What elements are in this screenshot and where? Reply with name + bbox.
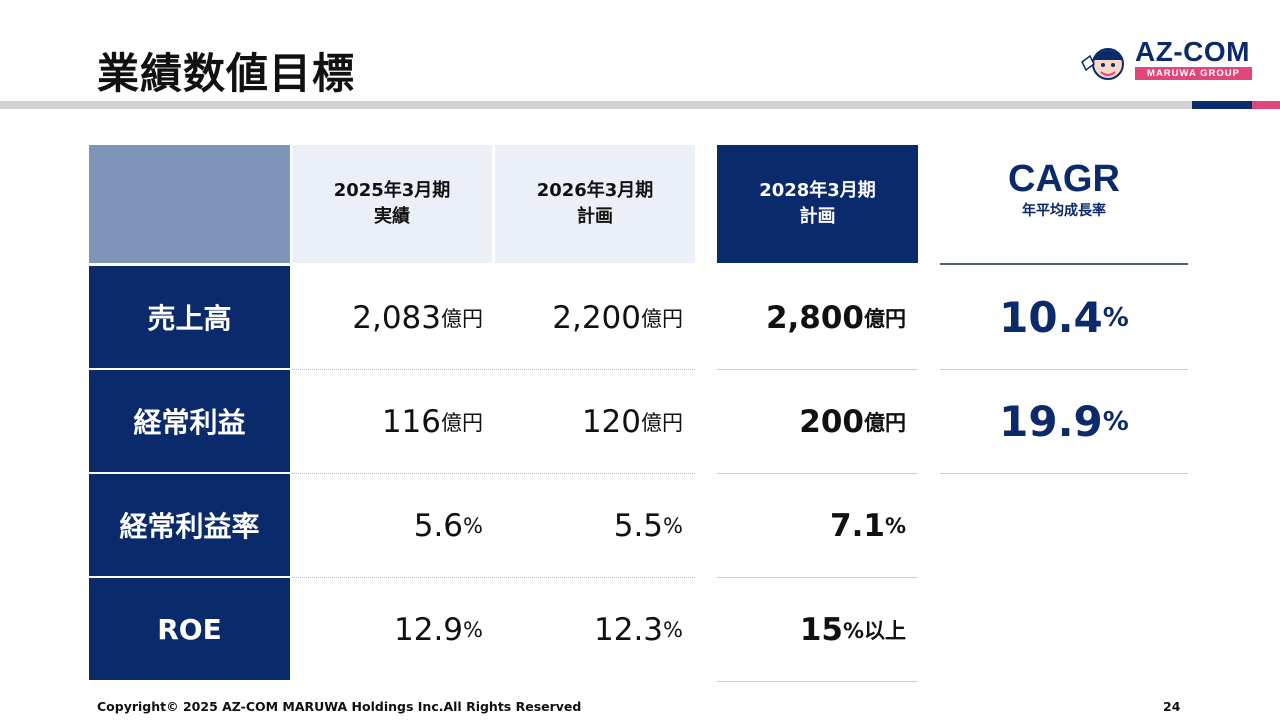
cagr-number: 19.9 xyxy=(999,397,1103,446)
value-number: 116 xyxy=(381,404,441,440)
cagr-divider xyxy=(940,263,1188,265)
mascot-icon xyxy=(1081,48,1124,80)
value-cell: 116 億円 xyxy=(292,370,495,474)
column-header-period: 2026年3月期 xyxy=(536,180,654,201)
row-header-roe: ROE xyxy=(89,578,290,680)
value-cell: 2,200 億円 xyxy=(495,266,695,370)
value-number: 2,200 xyxy=(552,300,641,336)
value-number: 2,083 xyxy=(352,300,441,336)
value-number: 5.5 xyxy=(613,508,664,544)
value-cell: 120 億円 xyxy=(495,370,695,474)
column-header-period: 2025年3月期 xyxy=(333,180,451,201)
logo-wordmark: AZ-COM xyxy=(1135,36,1250,67)
copyright-text: Copyright© 2025 AZ-COM MARUWA Holdings I… xyxy=(97,699,582,714)
value-cell-target: 200 億円 xyxy=(717,370,918,474)
row-header-ordinary-profit: 経常利益 xyxy=(89,370,290,472)
row-header-ordinary-margin: 経常利益率 xyxy=(89,474,290,576)
cagr-subtitle: 年平均成長率 xyxy=(1022,203,1106,219)
value-unit: %以上 xyxy=(842,618,906,643)
value-number: 12.3 xyxy=(594,612,664,648)
value-unit: % xyxy=(463,514,483,538)
column-header-type: 計画 xyxy=(799,206,836,227)
page-number: 24 xyxy=(1163,699,1181,714)
value-number: 12.9 xyxy=(394,612,464,648)
company-logo: AZ-COM MARUWA GROUP xyxy=(1080,36,1252,84)
value-cell-target: 15 %以上 xyxy=(717,578,918,682)
cagr-value-sales: 10.4% xyxy=(940,266,1188,370)
title-divider-accent-pink xyxy=(1252,101,1280,109)
value-cell-target: 2,800 億円 xyxy=(717,266,918,370)
page-title: 業績数値目標 xyxy=(97,49,356,98)
value-cell: 5.6% xyxy=(292,474,495,578)
value-unit: 億円 xyxy=(641,411,683,435)
column-header-fy2028: 2028年3月期 計画 xyxy=(717,145,918,263)
value-unit: 億円 xyxy=(441,411,483,435)
value-unit: % xyxy=(663,618,683,642)
value-number: 15 xyxy=(799,611,843,648)
value-unit: 億円 xyxy=(441,307,483,331)
cagr-value-ordinary-profit: 19.9% xyxy=(940,370,1188,474)
value-unit: % xyxy=(884,513,906,538)
value-unit: % xyxy=(663,514,683,538)
table-corner-cell xyxy=(89,145,290,263)
value-cell: 5.5% xyxy=(495,474,695,578)
column-header-type: 実績 xyxy=(374,206,410,227)
value-unit: 億円 xyxy=(864,410,906,435)
value-number: 200 xyxy=(799,403,864,440)
value-cell: 2,083 億円 xyxy=(292,266,495,370)
value-number: 2,800 xyxy=(765,299,864,336)
column-header-period: 2028年3月期 xyxy=(759,180,876,201)
value-unit: 億円 xyxy=(641,307,683,331)
logo-subtitle: MARUWA GROUP xyxy=(1135,67,1252,80)
value-number: 7.1 xyxy=(830,507,885,544)
cagr-unit: % xyxy=(1102,406,1129,437)
table-row: 2,083 億円 2,200 億円 xyxy=(292,266,695,370)
table-row: 116 億円 120 億円 xyxy=(292,370,695,474)
table-row: 5.6% 5.5% xyxy=(292,474,695,578)
value-number: 5.6 xyxy=(413,508,464,544)
cagr-unit: % xyxy=(1102,302,1129,333)
table-row: 12.9% 12.3% xyxy=(292,578,695,682)
value-number: 120 xyxy=(581,404,641,440)
title-divider xyxy=(0,101,1280,109)
cagr-number: 10.4 xyxy=(999,293,1103,342)
value-cell: 12.9% xyxy=(292,578,495,682)
value-cell: 12.3% xyxy=(495,578,695,682)
value-unit: % xyxy=(463,618,483,642)
title-divider-accent-navy xyxy=(1192,101,1252,109)
column-header-type: 計画 xyxy=(577,206,613,227)
row-header-sales: 売上高 xyxy=(89,266,290,368)
value-unit: 億円 xyxy=(864,306,906,331)
value-cell-target: 7.1% xyxy=(717,474,918,578)
cagr-title: CAGR xyxy=(1008,158,1120,200)
column-header-fy2025: 2025年3月期 実績 xyxy=(292,145,492,263)
column-header-fy2026: 2026年3月期 計画 xyxy=(495,145,695,263)
cagr-header: CAGR 年平均成長率 xyxy=(940,160,1188,220)
